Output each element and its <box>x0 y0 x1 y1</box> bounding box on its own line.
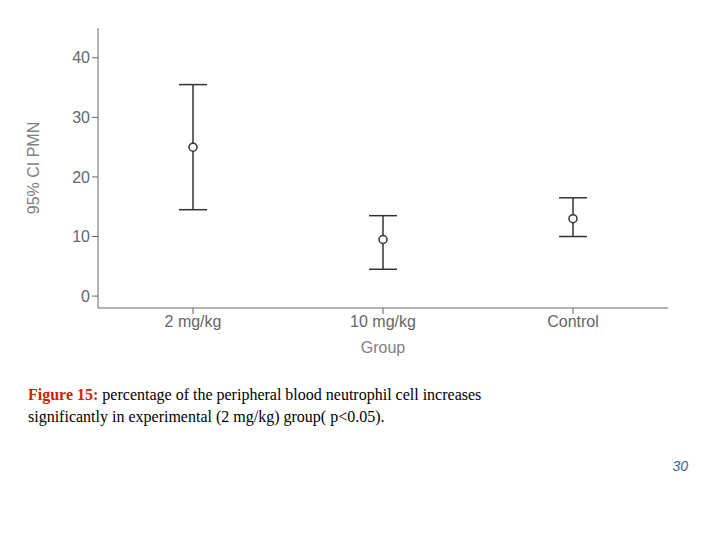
svg-text:20: 20 <box>72 169 90 186</box>
svg-text:10 mg/kg: 10 mg/kg <box>350 313 416 330</box>
svg-text:0: 0 <box>81 288 90 305</box>
svg-text:2 mg/kg: 2 mg/kg <box>165 313 222 330</box>
html-text:30: 30 <box>672 458 688 474</box>
svg-text:95% CI PMN: 95% CI PMN <box>25 122 42 214</box>
html-text:Figure 15: percentage of the p: Figure 15: percentage of the peripheral … <box>28 386 482 425</box>
svg-text:40: 40 <box>72 49 90 66</box>
svg-text:Group: Group <box>361 339 406 356</box>
svg-text:10: 10 <box>72 228 90 245</box>
svg-text:Control: Control <box>547 313 599 330</box>
svg-text:30: 30 <box>72 109 90 126</box>
